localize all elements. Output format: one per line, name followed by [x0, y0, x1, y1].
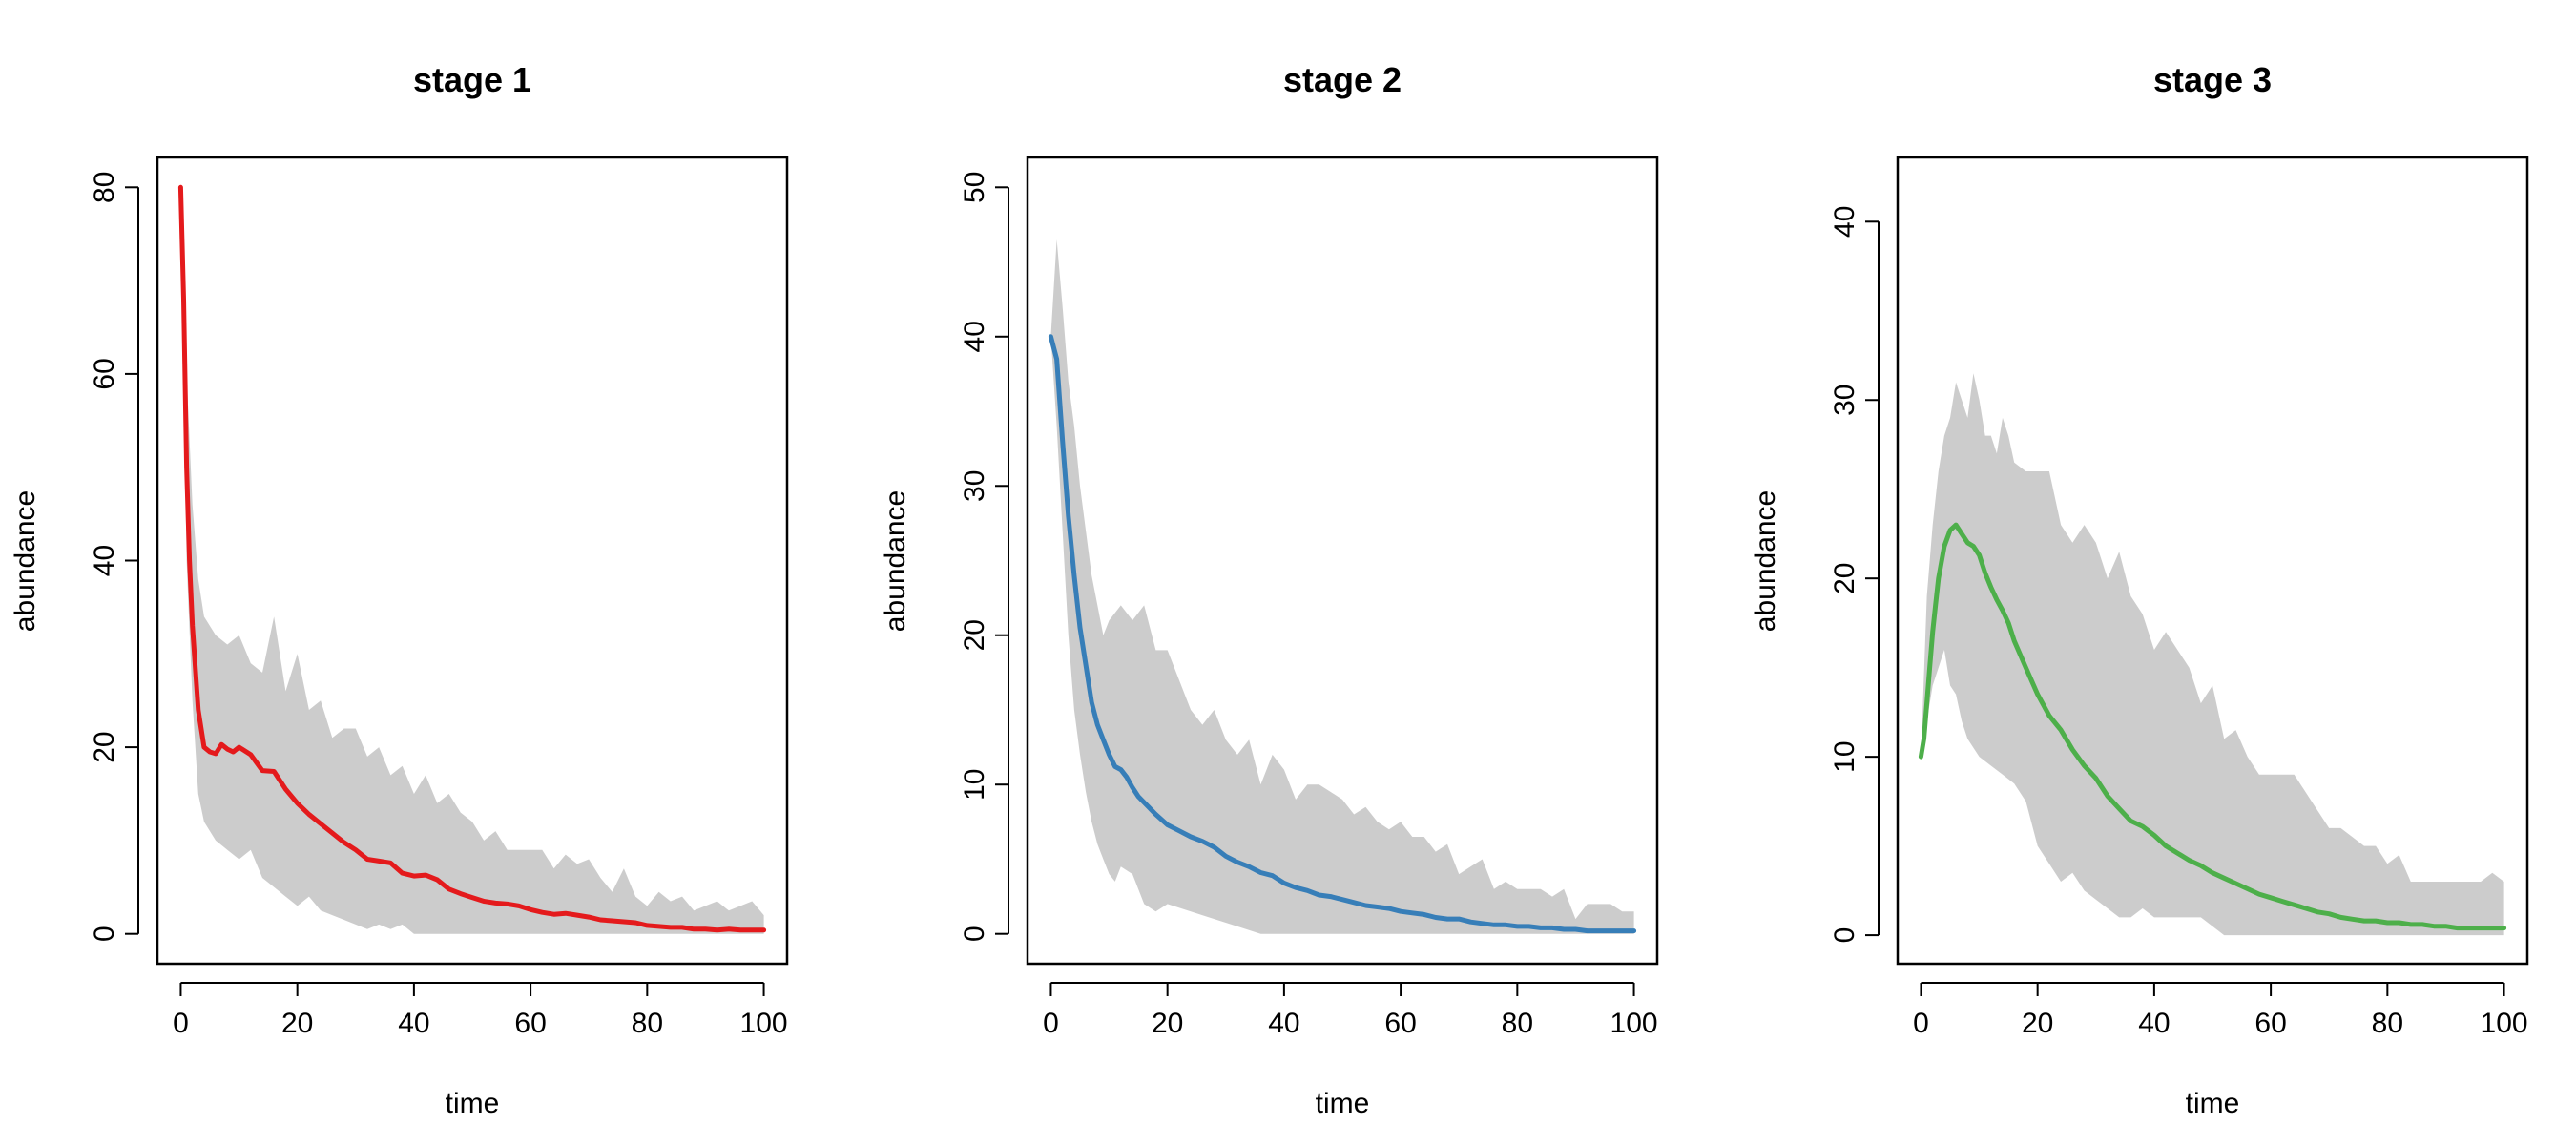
confidence-band — [1050, 239, 1634, 934]
y-tick-label: 20 — [89, 731, 120, 762]
chart-title: stage 3 — [2153, 60, 2272, 99]
x-tick-label: 0 — [1913, 1008, 1929, 1039]
x-tick-label: 40 — [1268, 1008, 1299, 1039]
x-tick-label: 100 — [1610, 1008, 1658, 1039]
y-tick-label: 80 — [89, 172, 120, 203]
plot-frame — [1026, 156, 1659, 966]
confidence-band — [1921, 373, 2504, 936]
x-axis-ticks: 0 20 40 60 80 100 — [1913, 982, 2528, 1039]
chart-title: stage 2 — [1283, 60, 1402, 99]
x-tick-label: 60 — [1384, 1008, 1416, 1039]
x-axis-ticks: 0 20 40 60 80 100 — [173, 982, 788, 1039]
y-tick-label: 40 — [89, 545, 120, 576]
y-tick-label: 40 — [959, 321, 990, 352]
x-tick-label: 80 — [1502, 1008, 1533, 1039]
y-axis-ticks: 0 10 20 30 40 50 — [959, 172, 1009, 942]
panel-stage-2: stage 2 time abundance 0 20 40 60 80 100 0 10 2… — [880, 60, 1659, 1119]
x-axis-label: time — [446, 1088, 500, 1119]
panel-stage-3: stage 3 time abundance 0 20 40 60 80 100 0 10 2… — [1750, 60, 2529, 1119]
x-tick-label: 100 — [2481, 1008, 2528, 1039]
mean-abundance-line — [1048, 334, 1637, 934]
x-axis-label: time — [2186, 1088, 2240, 1119]
y-axis-label: abundance — [1750, 490, 1781, 632]
x-tick-label: 0 — [1043, 1008, 1059, 1039]
x-tick-label: 20 — [1152, 1008, 1183, 1039]
x-tick-label: 20 — [2022, 1008, 2053, 1039]
y-tick-label: 60 — [89, 358, 120, 389]
y-tick-label: 0 — [1829, 927, 1860, 944]
y-tick-label: 0 — [89, 926, 120, 942]
x-axis-label: time — [1316, 1088, 1370, 1119]
x-tick-label: 100 — [740, 1008, 788, 1039]
panel-stage-1: stage 1 time abundance 0 20 40 60 80 100 0 20 4… — [10, 60, 789, 1119]
x-tick-label: 20 — [281, 1008, 313, 1039]
y-axis-label: abundance — [10, 490, 41, 632]
y-axis-ticks: 0 20 40 60 80 — [89, 172, 139, 942]
mean-abundance-line — [1918, 522, 2507, 931]
y-tick-label: 10 — [1829, 740, 1860, 772]
x-axis-ticks: 0 20 40 60 80 100 — [1043, 982, 1658, 1039]
x-tick-label: 60 — [514, 1008, 546, 1039]
x-tick-label: 80 — [632, 1008, 663, 1039]
x-tick-label: 0 — [173, 1008, 189, 1039]
x-tick-label: 80 — [2372, 1008, 2403, 1039]
y-tick-label: 30 — [959, 470, 990, 502]
y-tick-label: 20 — [959, 619, 990, 651]
y-axis-label: abundance — [880, 490, 911, 632]
plot-frame — [156, 156, 789, 966]
mean-abundance-line — [177, 184, 767, 933]
y-tick-label: 40 — [1829, 206, 1860, 238]
x-tick-label: 40 — [2138, 1008, 2170, 1039]
y-tick-label: 20 — [1829, 563, 1860, 594]
y-tick-label: 30 — [1829, 385, 1860, 416]
y-tick-label: 10 — [959, 769, 990, 801]
plot-frame — [1896, 156, 2529, 966]
confidence-band — [180, 187, 764, 934]
y-axis-ticks: 0 10 20 30 40 — [1829, 206, 1880, 944]
y-tick-label: 0 — [959, 926, 990, 942]
y-tick-label: 50 — [959, 172, 990, 203]
chart-title: stage 1 — [413, 60, 531, 99]
x-tick-label: 40 — [398, 1008, 429, 1039]
x-tick-label: 60 — [2254, 1008, 2286, 1039]
